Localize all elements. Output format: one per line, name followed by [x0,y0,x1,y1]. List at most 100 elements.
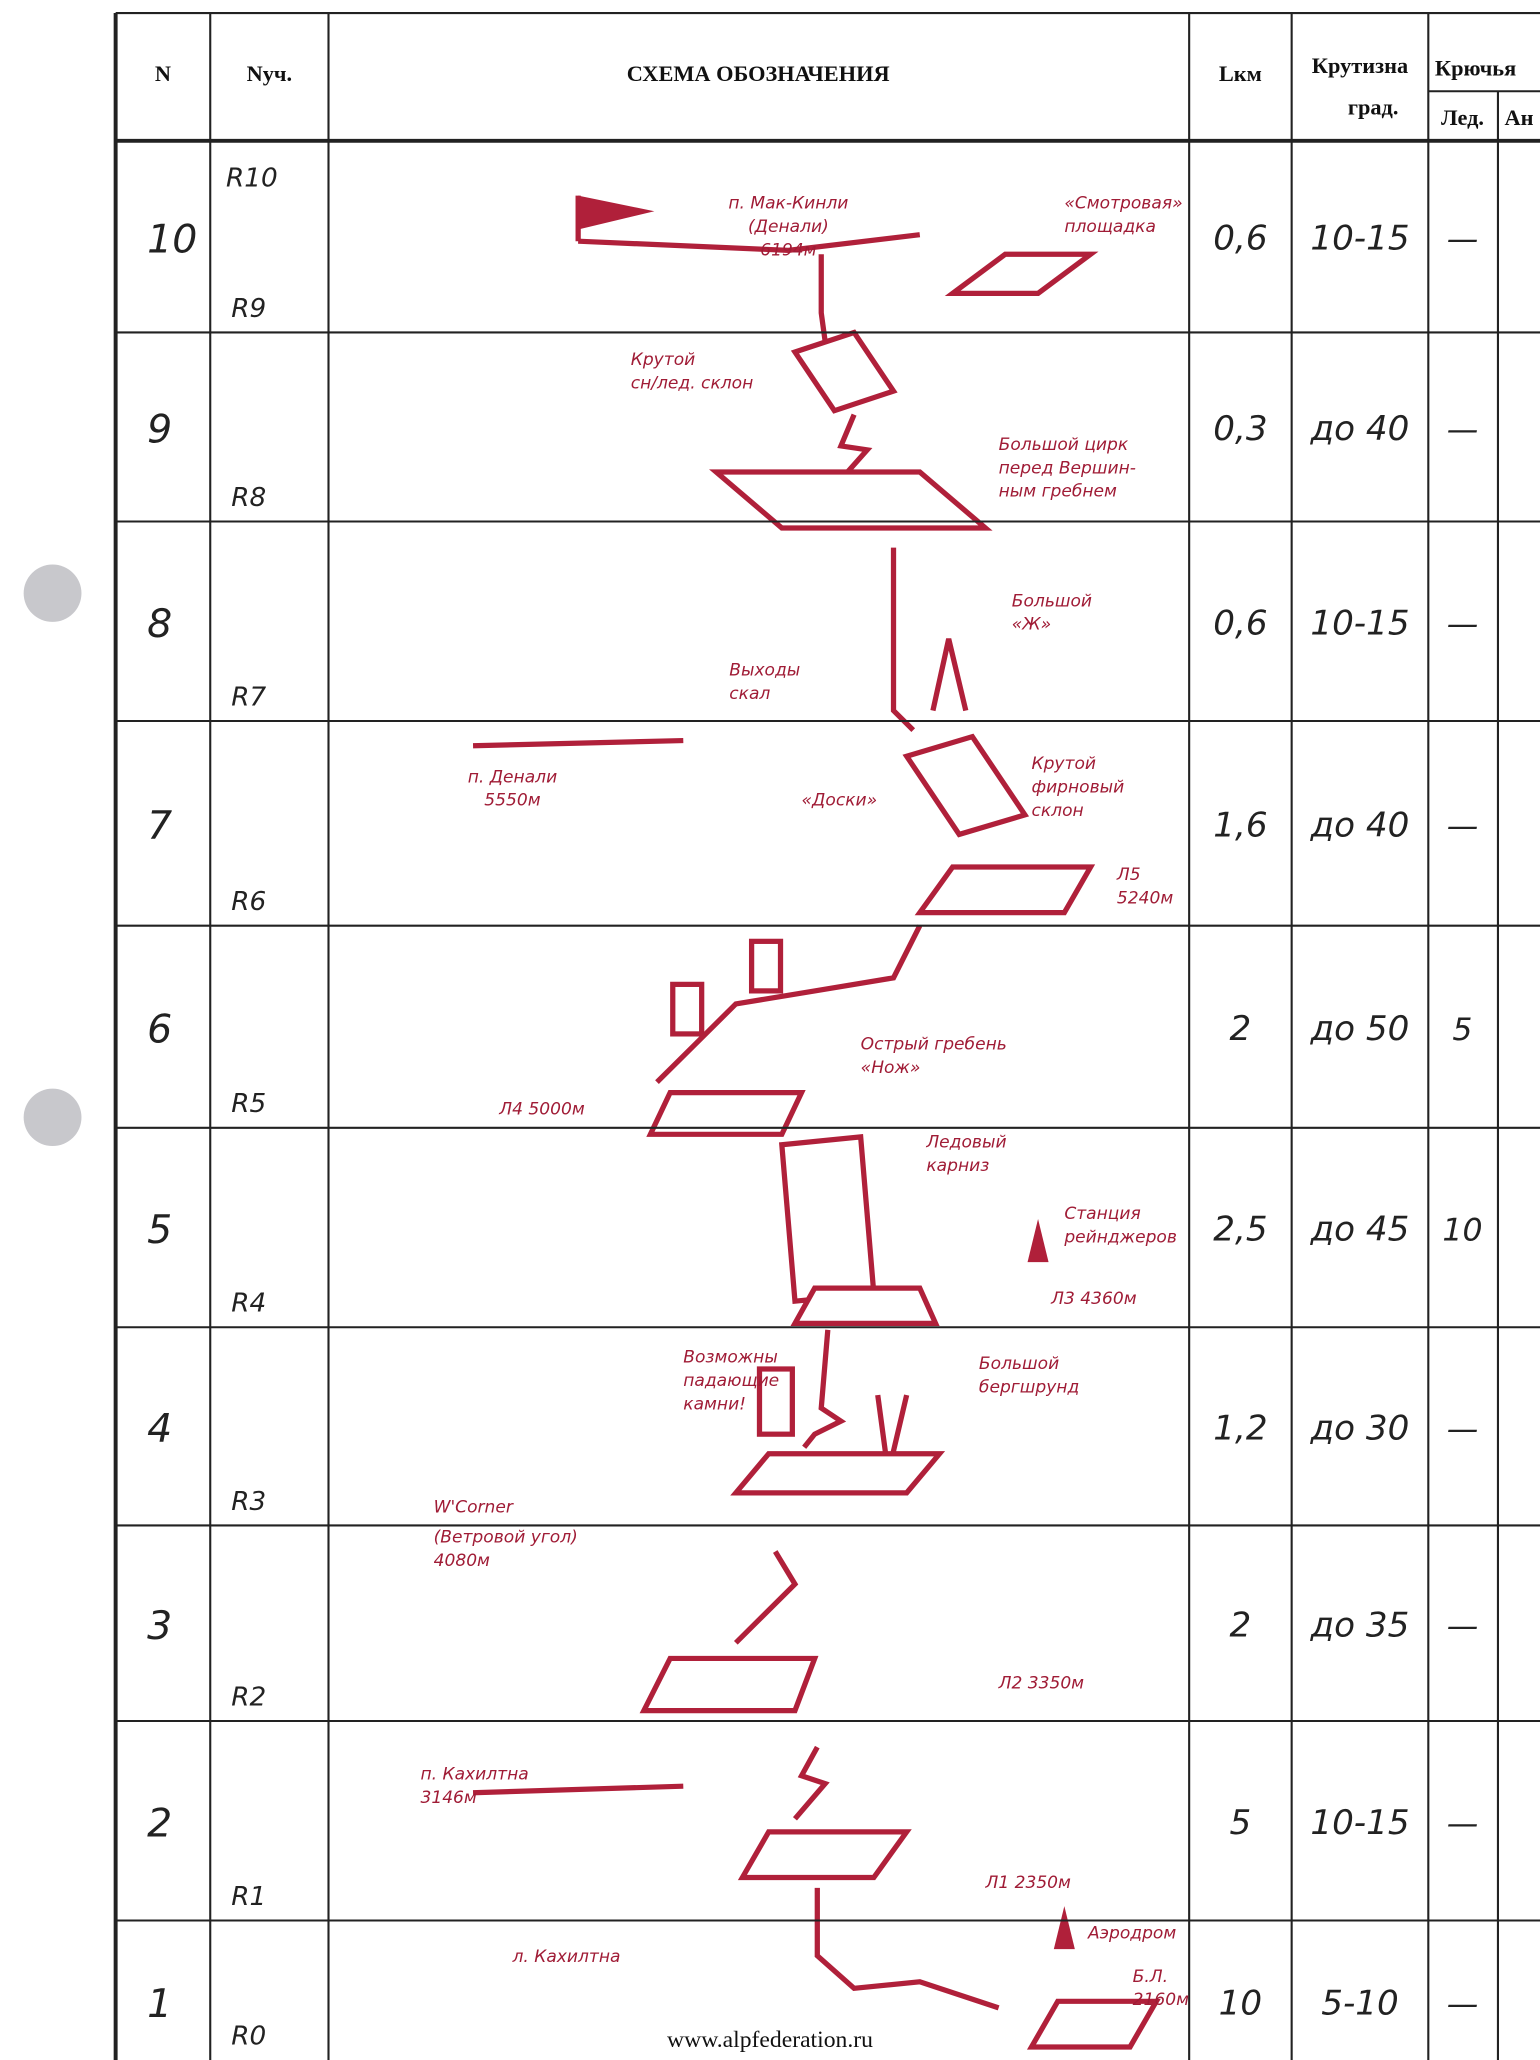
ice-hooks: — [1447,1412,1479,1448]
row-number: 2 [147,1802,172,1847]
slope: 10-15 [1310,603,1409,643]
ice-hooks: — [1447,1986,1479,2022]
slope: 10-15 [1310,219,1409,259]
camp-l1 [737,1829,912,1881]
annotation: л. Кахилтна [511,1947,620,1967]
annotation: бергшрунд [979,1378,1079,1398]
summit-ridge [578,232,921,253]
section-end: R4 [231,1289,266,1319]
slope: 10-15 [1310,1803,1409,1843]
route-line [814,1887,1000,2011]
row-number: 3 [147,1604,172,1649]
route-line [890,547,916,732]
row-number: 4 [147,1407,172,1452]
annotation: камни! [683,1394,746,1414]
rock-fall [756,1366,795,1437]
annotation: 5550м [484,791,540,811]
annotation: 2160м [1133,1990,1189,2010]
firn-slope [902,733,1030,838]
header-section: Nуч. [247,61,292,86]
header-hooks: Крючья [1435,56,1516,81]
slope [790,329,898,414]
annotation: Л2 3350м [998,1673,1085,1693]
annotation: 6194м [760,241,816,261]
length: 0,6 [1213,603,1267,643]
annotation: Б.Л. [1133,1967,1168,1987]
slope: до 40 [1310,806,1410,846]
ranger-station [1027,1219,1049,1263]
annotation: Л3 4360м [1050,1289,1137,1309]
section-end: R0 [231,2021,266,2051]
annotation: Л4 5000м [498,1100,585,1120]
section-start: R10 [226,164,278,194]
ice-hooks: — [1447,1608,1479,1644]
annotation: 5240м [1117,889,1173,909]
route-line [837,413,873,474]
header-n: N [155,61,171,86]
row-number: 6 [147,1008,172,1053]
annotation: Крутой [1031,754,1096,774]
route-line [792,1745,830,1821]
header-length: Lкм [1219,61,1262,86]
annotation: Станция [1064,1204,1140,1224]
section-end: R7 [231,682,266,712]
binder-hole [23,1088,82,1147]
slope: до 40 [1310,409,1410,449]
annotation: Большой цирк [999,435,1129,455]
header-slope-unit: град. [1348,95,1399,120]
length: 2,5 [1213,1210,1267,1250]
ice-hooks: — [1447,808,1479,844]
length: 0,3 [1213,409,1267,449]
airfield [1053,1906,1075,1950]
annotation: Л5 [1116,865,1141,885]
knife-ridge [655,924,923,1084]
route-line [733,1550,799,1645]
annotation: Ледовый [925,1132,1006,1152]
ice-cornice [778,1134,877,1305]
annotation: Крутой [631,350,696,370]
ice-hooks: 5 [1452,1012,1472,1048]
length: 1,2 [1213,1409,1267,1449]
length: 5 [1230,1803,1252,1843]
annotation: 4080м [434,1551,490,1571]
section-end: R6 [231,887,266,917]
length: 10 [1219,1983,1262,2023]
annotation: скал [729,684,770,704]
annotation: сн/лед. склон [631,374,754,394]
section-end: R2 [231,1682,266,1712]
ice-hooks: — [1447,606,1479,642]
camp-l2 [639,1655,819,1714]
annotation: ным гребнем [999,482,1117,502]
summit-flag [578,195,655,230]
cornice [670,981,705,1037]
row-number: 7 [147,804,172,849]
annotation: площадка [1064,217,1156,237]
annotation: карниз [926,1156,989,1176]
annotation: Выходы [729,660,800,680]
annotation: Л1 2350м [984,1873,1071,1893]
annotation: «Нож» [861,1058,921,1078]
annotation: Большой [1012,591,1092,611]
row-number: 1 [147,1982,172,2027]
ice-hooks: — [1447,222,1479,258]
big-zh [930,638,969,712]
annotation: (Денали) [748,217,829,237]
cornice [748,938,784,994]
ice-hooks: — [1447,412,1479,448]
annotation: 3146м [420,1788,476,1808]
header-rock: Ан [1505,105,1534,130]
length: 0,6 [1213,219,1267,259]
annotation: «Доски» [802,791,878,811]
camp-l3 [790,1285,940,1326]
section-end: R8 [231,483,266,513]
annotation: W'Corner [434,1497,514,1517]
section-end: R9 [231,294,266,324]
annotation: «Ж» [1012,615,1051,635]
base-camp [1026,1998,1161,2050]
ice-hooks: 10 [1442,1213,1482,1249]
header-slope: Крутизна [1312,53,1408,78]
annotation: Острый гребень [861,1035,1007,1055]
